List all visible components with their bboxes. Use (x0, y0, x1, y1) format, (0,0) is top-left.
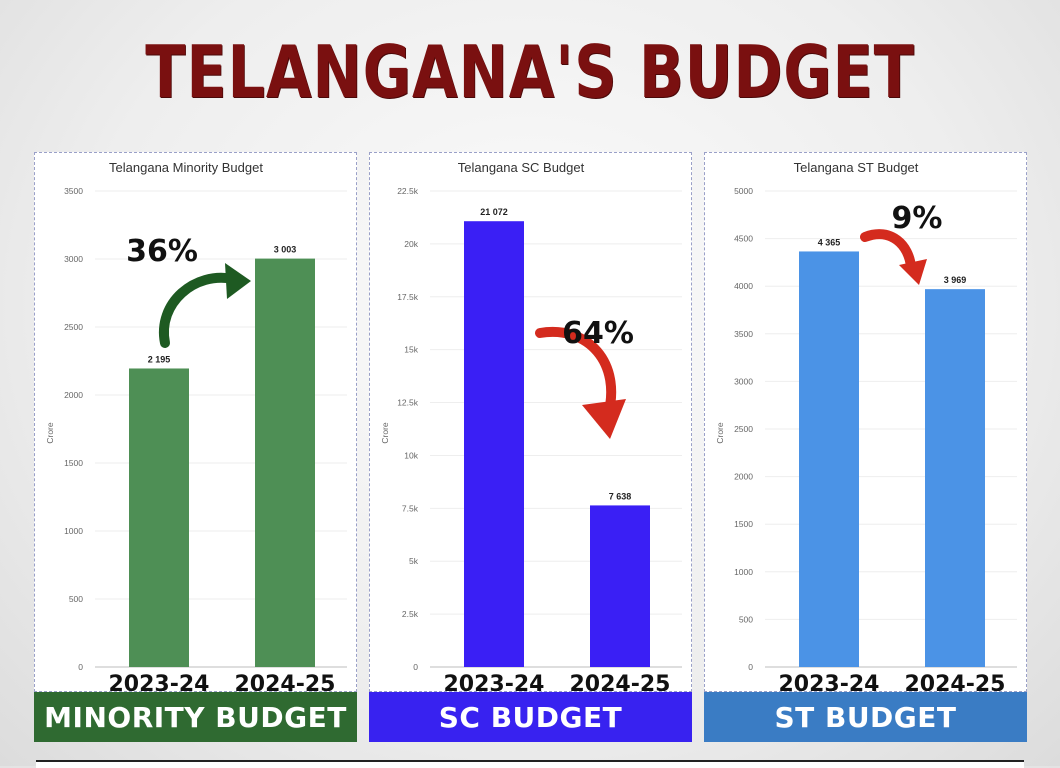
sc-budget-panel: Telangana SC Budget 0 2.5k 5k 7.5k 10k 12.5k 15… (369, 152, 692, 742)
minority-budget-chart: Telangana Minority Budget 0 500 1000 1500 200… (45, 160, 347, 691)
y-tick-label: 500 (69, 594, 83, 604)
y-tick-label: 7.5k (402, 503, 419, 513)
y-tick-label: 15k (404, 345, 418, 355)
percent-change-label: 9% (892, 201, 943, 236)
st-budget-panel: Telangana ST Budget 0 500 1000 1500 2000 2500 3… (704, 152, 1027, 742)
y-tick-label: 1000 (64, 526, 83, 536)
y-tick-label: 0 (413, 662, 418, 672)
bar-2023-24 (464, 221, 524, 667)
y-tick-label: 10k (404, 450, 418, 460)
arrow-head-icon (899, 259, 927, 285)
y-tick-label: 4500 (734, 234, 753, 244)
minority-footer-banner: MINORITY BUDGET (34, 692, 357, 742)
page-title: TELANGANA'S BUDGET (145, 30, 915, 114)
x-category-label: 2024-25 (905, 672, 1006, 691)
decrease-arrow-icon (860, 229, 916, 272)
x-category-label: 2024-25 (235, 672, 336, 691)
sc-budget-chart: Telangana SC Budget 0 2.5k 5k 7.5k 10k 12.5k 15… (380, 160, 682, 691)
bottom-border-strip (36, 760, 1024, 768)
y-tick-label: 3000 (64, 254, 83, 264)
y-tick-label: 20k (404, 239, 418, 249)
y-axis-label: Crore (715, 422, 725, 444)
bar-value-label: 21 072 (480, 207, 508, 217)
chart-title: Telangana Minority Budget (109, 160, 263, 175)
arrow-head-icon (582, 399, 626, 439)
y-tick-label: 2500 (64, 322, 83, 332)
y-axis-label: Crore (380, 422, 390, 444)
bar-2023-24 (129, 368, 189, 667)
y-tick-label: 4000 (734, 281, 753, 291)
sc-chart-card: Telangana SC Budget 0 2.5k 5k 7.5k 10k 12.5k 15… (369, 152, 692, 692)
y-tick-label: 0 (748, 662, 753, 672)
y-axis-label: Crore (45, 422, 55, 444)
x-category-label: 2023-24 (779, 672, 880, 691)
y-tick-label: 3000 (734, 376, 753, 386)
y-tick-label: 1500 (734, 519, 753, 529)
bar-2024-25 (255, 258, 315, 667)
bar-value-label: 3 969 (944, 275, 967, 285)
y-tick-label: 1000 (734, 567, 753, 577)
y-tick-label: 3500 (64, 186, 83, 196)
y-tick-label: 5k (409, 556, 419, 566)
bar-value-label: 2 195 (148, 354, 171, 364)
bar-value-label: 7 638 (609, 491, 632, 501)
bar-2024-25 (590, 505, 650, 667)
y-tick-label: 0 (78, 662, 83, 672)
x-category-label: 2023-24 (444, 672, 545, 691)
percent-change-label: 64% (562, 316, 634, 351)
y-tick-label: 2.5k (402, 609, 419, 619)
bar-value-label: 4 365 (818, 237, 841, 247)
percent-change-label: 36% (126, 234, 198, 269)
y-tick-label: 2000 (734, 472, 753, 482)
sc-footer-banner: SC BUDGET (369, 692, 692, 742)
chart-title: Telangana SC Budget (458, 160, 585, 175)
y-tick-label: 5000 (734, 186, 753, 196)
bar-value-label: 3 003 (274, 245, 297, 255)
decrease-arrow-icon (535, 326, 617, 420)
bar-2024-25 (925, 289, 985, 667)
bar-2023-24 (799, 251, 859, 667)
y-tick-label: 1500 (64, 458, 83, 468)
x-category-label: 2023-24 (109, 672, 210, 691)
y-tick-label: 2000 (64, 390, 83, 400)
minority-budget-panel: Telangana Minority Budget 0 500 1000 1500 200… (34, 152, 357, 742)
st-budget-chart: Telangana ST Budget 0 500 1000 1500 2000 2500 3… (715, 160, 1017, 691)
st-chart-card: Telangana ST Budget 0 500 1000 1500 2000 2500 3… (704, 152, 1027, 692)
minority-chart-card: Telangana Minority Budget 0 500 1000 1500 200… (34, 152, 357, 692)
y-tick-label: 22.5k (397, 186, 419, 196)
chart-title: Telangana ST Budget (794, 160, 919, 175)
y-tick-label: 3500 (734, 329, 753, 339)
arrow-head-icon (225, 263, 251, 299)
y-tick-label: 2500 (734, 424, 753, 434)
x-category-label: 2024-25 (570, 672, 671, 691)
y-tick-label: 17.5k (397, 292, 419, 302)
y-tick-label: 500 (739, 614, 753, 624)
increase-arrow-icon (158, 272, 238, 348)
st-footer-banner: ST BUDGET (704, 692, 1027, 742)
y-tick-label: 12.5k (397, 398, 419, 408)
